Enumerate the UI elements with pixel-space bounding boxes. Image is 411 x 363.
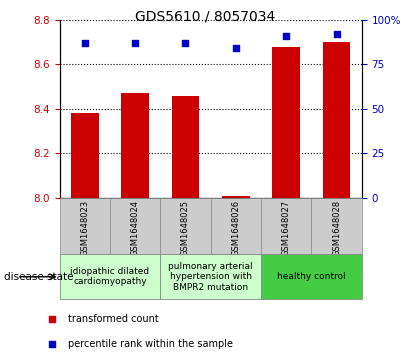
Text: idiopathic dilated
cardiomyopathy: idiopathic dilated cardiomyopathy [70,267,150,286]
Bar [312,198,362,254]
Bar [272,47,300,198]
Bar [160,198,210,254]
Bar [160,254,261,299]
Text: GDS5610 / 8057034: GDS5610 / 8057034 [135,9,276,23]
Text: GSM1648028: GSM1648028 [332,200,341,256]
Bar [222,196,249,198]
Text: GSM1648027: GSM1648027 [282,200,291,256]
Point [182,40,189,46]
Text: transformed count: transformed count [68,314,159,324]
Text: disease state: disease state [4,272,74,282]
Point [81,40,88,46]
Text: GSM1648023: GSM1648023 [80,200,89,256]
Text: healthy control: healthy control [277,272,346,281]
Bar [60,254,160,299]
Point [333,31,340,37]
Text: pulmonary arterial
hypertension with
BMPR2 mutation: pulmonary arterial hypertension with BMP… [169,262,253,292]
Text: GSM1648025: GSM1648025 [181,200,190,256]
Bar [210,198,261,254]
Bar [121,93,149,198]
Point [48,341,55,347]
Text: percentile rank within the sample: percentile rank within the sample [68,339,233,348]
Bar [110,198,160,254]
Bar [60,198,110,254]
Bar [71,113,99,198]
Bar [261,198,312,254]
Bar [323,42,350,198]
Bar [261,254,362,299]
Text: GSM1648024: GSM1648024 [131,200,140,256]
Point [283,33,289,39]
Text: GSM1648026: GSM1648026 [231,200,240,256]
Point [233,45,239,51]
Point [132,40,139,46]
Bar [172,95,199,198]
Point [48,316,55,322]
